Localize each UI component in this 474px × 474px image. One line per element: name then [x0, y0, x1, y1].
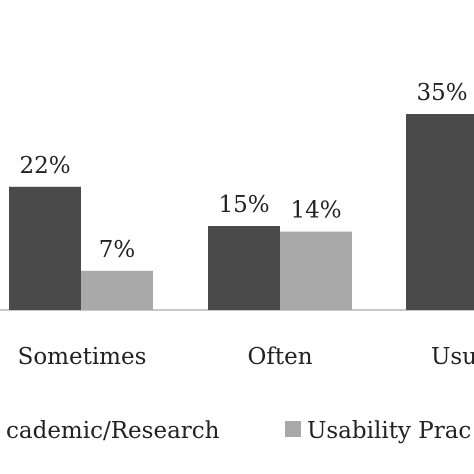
- legend-label-academic-research: cademic/Research: [6, 418, 220, 444]
- value-label-academic-research-usually: 35%: [416, 80, 467, 106]
- category-label-sometimes: Sometimes: [18, 344, 147, 370]
- bar-academic-research-usually: [406, 114, 474, 310]
- bar-usability-practitioners-often: [280, 231, 352, 310]
- value-label-usability-practitioners-sometimes: 7%: [99, 237, 136, 263]
- value-label-academic-research-sometimes: 22%: [19, 153, 70, 179]
- legend: cademic/Research Usability Prac: [6, 418, 471, 444]
- bars-group: [9, 114, 474, 310]
- legend-swatch-usability-practitioners: [285, 421, 301, 437]
- legend-label-usability-practitioners: Usability Prac: [307, 418, 471, 444]
- bar-academic-research-sometimes: [9, 186, 81, 310]
- category-label-often: Often: [247, 344, 312, 370]
- bar-academic-research-often: [208, 226, 280, 310]
- value-label-academic-research-often: 15%: [218, 192, 269, 218]
- bar-usability-practitioners-sometimes: [81, 270, 153, 310]
- category-label-usually: Usu: [431, 344, 474, 370]
- value-labels-group: 22% 15% 35% 7% 14%: [19, 80, 467, 263]
- value-label-usability-practitioners-often: 14%: [290, 198, 341, 224]
